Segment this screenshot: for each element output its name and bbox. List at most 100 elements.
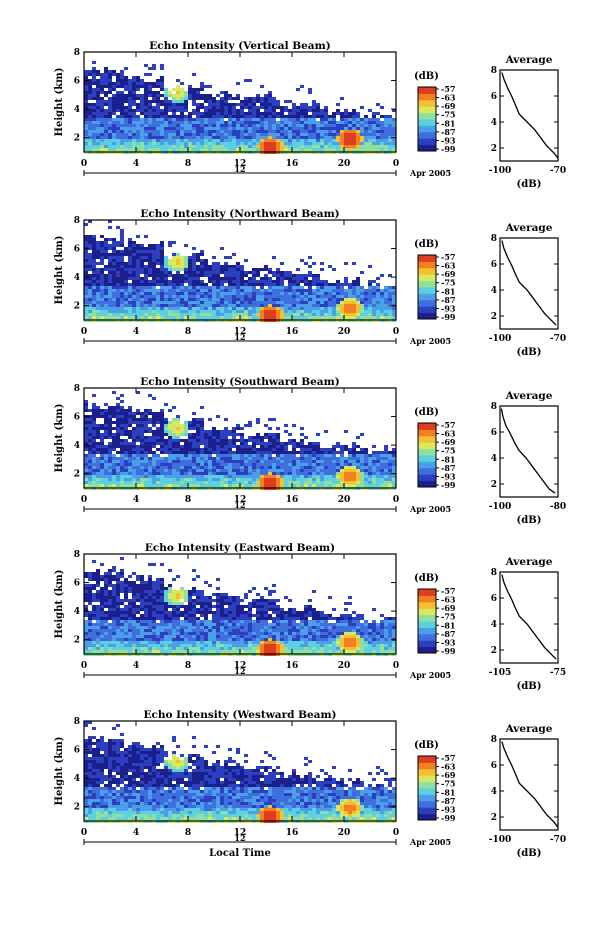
echo-cell xyxy=(300,298,304,301)
echo-cell xyxy=(340,283,344,286)
echo-cell xyxy=(320,115,324,118)
echo-cell xyxy=(248,457,252,460)
echo-cell xyxy=(372,466,376,469)
echo-cell xyxy=(136,145,140,148)
y-axis-label: Height (km) xyxy=(54,236,65,305)
echo-cell xyxy=(196,484,200,487)
echo-cell xyxy=(332,130,336,133)
echo-cell xyxy=(200,268,204,271)
echo-cell xyxy=(280,133,284,136)
echo-cell xyxy=(256,94,260,97)
echo-cell xyxy=(152,436,156,439)
echo-cell xyxy=(256,442,260,445)
echo-cell xyxy=(356,475,360,478)
colorbar-unit: (dB) xyxy=(414,71,439,82)
echo-cell xyxy=(128,136,132,139)
echo-cell xyxy=(164,115,168,118)
echo-cell xyxy=(148,271,152,274)
echo-cell xyxy=(372,292,376,295)
echo-cell xyxy=(148,460,152,463)
echo-cell xyxy=(312,472,316,475)
echo-cell xyxy=(252,271,256,274)
echo-cell xyxy=(256,307,260,310)
echo-cell xyxy=(364,469,368,472)
echo-cell xyxy=(248,298,252,301)
echo-cell xyxy=(160,85,164,88)
echo-cell xyxy=(356,118,360,121)
echo-cell xyxy=(220,313,224,316)
echo-cell xyxy=(284,472,288,475)
echo-cell xyxy=(104,256,108,259)
echo-cell xyxy=(272,418,276,421)
echo-cell xyxy=(112,112,116,115)
echo-cell xyxy=(344,475,348,478)
echo-cell xyxy=(180,424,184,427)
echo-cell xyxy=(124,301,128,304)
echo-cell xyxy=(128,268,132,271)
echo-cell xyxy=(184,295,188,298)
echo-cell xyxy=(168,430,172,433)
echo-cell xyxy=(148,73,152,76)
echo-cell xyxy=(140,421,144,424)
echo-cell xyxy=(352,454,356,457)
echo-cell xyxy=(124,136,128,139)
echo-cell xyxy=(120,280,124,283)
echo-cell xyxy=(192,304,196,307)
echo-cell xyxy=(240,280,244,283)
echo-cell xyxy=(208,286,212,289)
echo-cell xyxy=(228,130,232,133)
echo-cell xyxy=(388,124,392,127)
echo-cell xyxy=(192,130,196,133)
echo-cell xyxy=(88,599,92,602)
echo-cell xyxy=(280,106,284,109)
echo-cell xyxy=(372,463,376,466)
echo-cell xyxy=(124,454,128,457)
echo-cell xyxy=(104,436,108,439)
echo-cell xyxy=(92,584,96,587)
echo-cell xyxy=(288,439,292,442)
echo-cell xyxy=(116,430,120,433)
echo-cell xyxy=(272,286,276,289)
echo-cell xyxy=(144,481,148,484)
echo-cell xyxy=(244,457,248,460)
echo-cell xyxy=(388,478,392,481)
echo-cell xyxy=(308,127,312,130)
echo-cell xyxy=(116,148,120,151)
echo-cell xyxy=(156,142,160,145)
echo-cell xyxy=(116,406,120,409)
echo-cell xyxy=(312,457,316,460)
echo-cell xyxy=(128,85,132,88)
echo-cell xyxy=(84,647,88,650)
echo-cell xyxy=(256,313,260,316)
echo-cell xyxy=(84,436,88,439)
echo-cell xyxy=(156,91,160,94)
echo-cell xyxy=(296,292,300,295)
echo-cell xyxy=(112,127,116,130)
echo-cell xyxy=(96,644,100,647)
echo-cell xyxy=(180,277,184,280)
echo-cell xyxy=(192,463,196,466)
echo-cell xyxy=(372,469,376,472)
echo-cell xyxy=(296,466,300,469)
echo-cell xyxy=(356,124,360,127)
echo-cell xyxy=(160,439,164,442)
echo-cell xyxy=(96,466,100,469)
echo-cell xyxy=(232,115,236,118)
echo-cell xyxy=(108,421,112,424)
echo-cell xyxy=(188,91,192,94)
echo-cell xyxy=(124,466,128,469)
echo-cell xyxy=(236,466,240,469)
echo-cell xyxy=(92,650,96,653)
echo-cell xyxy=(352,478,356,481)
echo-cell xyxy=(324,292,328,295)
echo-cell xyxy=(160,463,164,466)
echo-cell xyxy=(92,641,96,644)
echo-cell xyxy=(168,106,172,109)
echo-cell xyxy=(104,316,108,319)
echo-cell xyxy=(192,256,196,259)
echo-cell xyxy=(176,97,180,100)
echo-cell xyxy=(224,121,228,124)
echo-cell xyxy=(216,130,220,133)
echo-cell xyxy=(216,460,220,463)
echo-cell xyxy=(352,295,356,298)
